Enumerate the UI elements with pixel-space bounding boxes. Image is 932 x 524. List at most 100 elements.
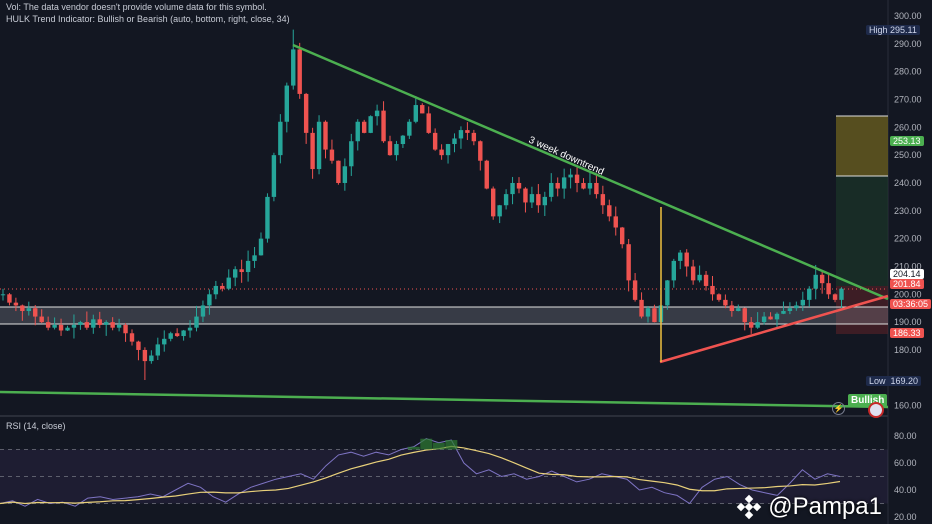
us-flag-icon[interactable] xyxy=(868,402,884,418)
candle-body xyxy=(819,274,825,284)
candle xyxy=(39,309,44,323)
candle xyxy=(497,204,502,224)
candle xyxy=(632,273,638,302)
candle-body xyxy=(123,324,128,334)
candle-body xyxy=(452,138,457,145)
candle-body xyxy=(549,182,554,197)
candle xyxy=(684,249,689,277)
candle-body xyxy=(542,196,547,206)
candle-body xyxy=(323,121,328,150)
high-word: High xyxy=(869,25,888,35)
candle xyxy=(458,126,464,149)
candle-body xyxy=(710,285,715,295)
candle-body xyxy=(529,194,535,203)
rsi-legend[interactable]: RSI (14, close) xyxy=(6,421,66,431)
candle xyxy=(600,185,606,214)
candle xyxy=(265,193,270,243)
candle-body xyxy=(336,160,341,183)
candle xyxy=(523,187,528,213)
candle xyxy=(45,316,51,331)
candle xyxy=(239,259,244,283)
candle-body xyxy=(639,299,644,317)
candle-body xyxy=(652,308,657,323)
candle xyxy=(20,304,25,321)
candle-body xyxy=(478,141,483,161)
candle xyxy=(516,177,522,194)
candle-body xyxy=(194,316,199,328)
candle-body xyxy=(439,149,444,156)
candle-body xyxy=(594,182,599,195)
candle-body xyxy=(581,182,586,189)
candle xyxy=(542,191,547,217)
candle-body xyxy=(568,174,573,178)
candle xyxy=(671,258,676,288)
candle-body xyxy=(278,121,283,156)
candle xyxy=(71,314,77,339)
candle-body xyxy=(129,333,135,342)
candle-body xyxy=(787,308,793,311)
candle-body xyxy=(523,188,528,203)
lightning-icon[interactable]: ⚡ xyxy=(832,402,845,415)
candle xyxy=(174,328,180,338)
candle xyxy=(323,120,328,159)
candle-body xyxy=(7,294,12,303)
candle-body xyxy=(58,324,64,331)
candle xyxy=(561,168,567,199)
rsi-tick: 20.00 xyxy=(894,512,917,522)
price-tick: 220.00 xyxy=(894,234,922,244)
rsi-overbought-fill xyxy=(420,438,433,450)
candle xyxy=(194,305,199,332)
candle xyxy=(471,129,477,146)
candle xyxy=(768,312,773,320)
candle-body xyxy=(432,132,438,150)
candle xyxy=(581,178,586,190)
candle-body xyxy=(387,141,393,156)
candle-body xyxy=(297,49,302,94)
candle xyxy=(426,106,431,134)
candle-body xyxy=(265,196,270,239)
price-tick: 300.00 xyxy=(894,11,922,21)
candle-body xyxy=(465,130,470,133)
candle xyxy=(549,173,554,202)
support-band xyxy=(0,307,888,324)
candle xyxy=(7,293,12,306)
candle xyxy=(413,96,418,124)
candle xyxy=(200,300,206,323)
high-value: 295.11 xyxy=(890,25,917,35)
candle xyxy=(297,42,302,99)
candle xyxy=(291,29,296,90)
candle-body xyxy=(749,322,754,328)
candle xyxy=(233,266,238,287)
candle-body xyxy=(271,155,277,197)
candle xyxy=(819,270,825,294)
candle-body xyxy=(736,308,741,311)
candle-body xyxy=(213,285,219,295)
candle xyxy=(439,144,444,160)
candle-body xyxy=(26,308,31,311)
candle xyxy=(355,119,360,151)
candle-body xyxy=(761,316,767,323)
candle xyxy=(149,350,154,364)
candle-body xyxy=(587,182,593,189)
candle xyxy=(723,294,728,309)
candle-body xyxy=(497,205,502,217)
candle xyxy=(613,206,618,236)
indicator-legend[interactable]: HULK Trend Indicator: Bullish or Bearish… xyxy=(6,14,290,24)
candle xyxy=(336,160,341,185)
candle-body xyxy=(329,149,335,161)
candle-body xyxy=(678,252,683,261)
candle-body xyxy=(445,144,451,156)
candle-body xyxy=(413,105,418,122)
candle xyxy=(839,287,844,308)
candle xyxy=(626,239,631,292)
candle xyxy=(162,330,167,352)
candle xyxy=(58,318,64,336)
candle xyxy=(368,115,373,134)
candle-body xyxy=(484,160,489,189)
candle-body xyxy=(684,252,689,267)
candle xyxy=(13,297,19,312)
candle-body xyxy=(349,141,354,167)
candle-body xyxy=(65,327,70,331)
candle-body xyxy=(729,305,735,311)
